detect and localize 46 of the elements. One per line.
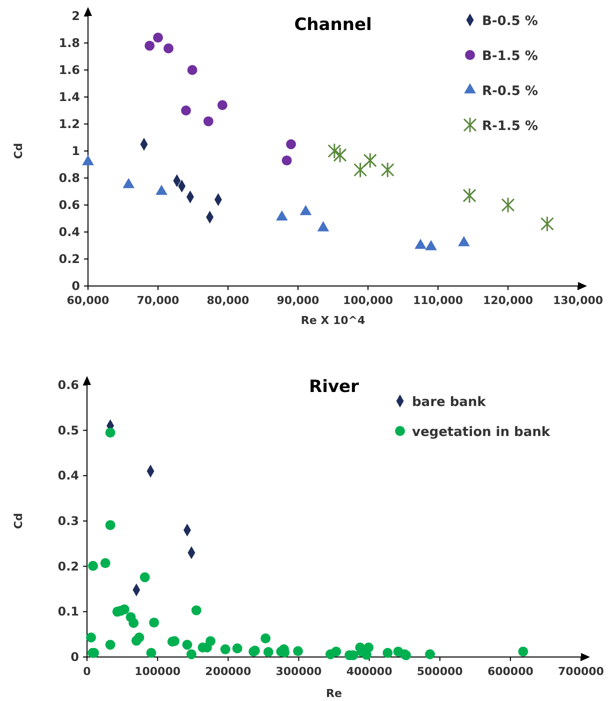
x-tick-label: 80,000 [206,294,250,307]
y-tick-label: 1.4 [58,90,80,104]
chart-title: River [309,377,360,397]
x-tick-label: 110,000 [412,294,464,307]
chart-title: Channel [294,15,372,35]
x-tick-label: 300000 [276,665,322,678]
x-tick-label: 130,000 [552,294,604,307]
y-tick-label: 0.1 [58,604,79,619]
x-tick-label: 120,000 [482,294,534,307]
x-tick-label: 0 [83,665,92,678]
x-tick-label: 700000 [558,665,604,678]
y-tick-label: 0.2 [58,559,79,574]
y-tick-label: 0.6 [58,378,79,392]
y-tick-label: 1.2 [58,117,80,131]
y-axis-title: Cd [12,143,25,159]
x-axis-title: Re [326,687,342,700]
y-tick-label: 0.8 [58,171,80,185]
y-tick-label: 2 [72,9,80,23]
y-tick-label: 0.4 [58,225,80,239]
y-tick-label: 0.6 [58,198,80,212]
y-tick-label: 0.5 [58,423,79,438]
y-tick-label: 0 [70,650,79,664]
legend-label: R-1.5 % [482,119,538,134]
y-tick-label: 0 [72,279,80,293]
y-tick-label: 1.8 [58,36,80,50]
x-tick-label: 100,000 [342,294,394,307]
x-tick-label: 100000 [134,665,181,678]
x-tick-label: 90,000 [276,294,320,307]
y-tick-label: 0.4 [58,468,79,483]
legend-label: B-0.5 % [482,14,538,29]
x-tick-label: 600000 [487,665,534,678]
y-tick-label: 0.2 [58,252,80,266]
legend-label: vegetation in bank [412,425,550,440]
y-tick-label: 1.6 [58,63,80,77]
x-tick-label: 200000 [205,665,252,678]
x-tick-label: 400000 [346,665,393,678]
legend-label: B-1.5 % [482,49,538,64]
x-axis-title: Re X 10^4 [300,314,366,327]
y-tick-label: 0.3 [58,514,79,528]
legend-label: bare bank [412,395,486,410]
x-tick-label: 70,000 [136,294,180,307]
x-tick-label: 60,000 [66,294,110,307]
x-tick-label: 500000 [416,665,464,678]
y-tick-label: 1 [72,144,80,158]
legend-label: R-0.5 % [482,84,538,99]
y-axis-title: Cd [12,513,25,529]
